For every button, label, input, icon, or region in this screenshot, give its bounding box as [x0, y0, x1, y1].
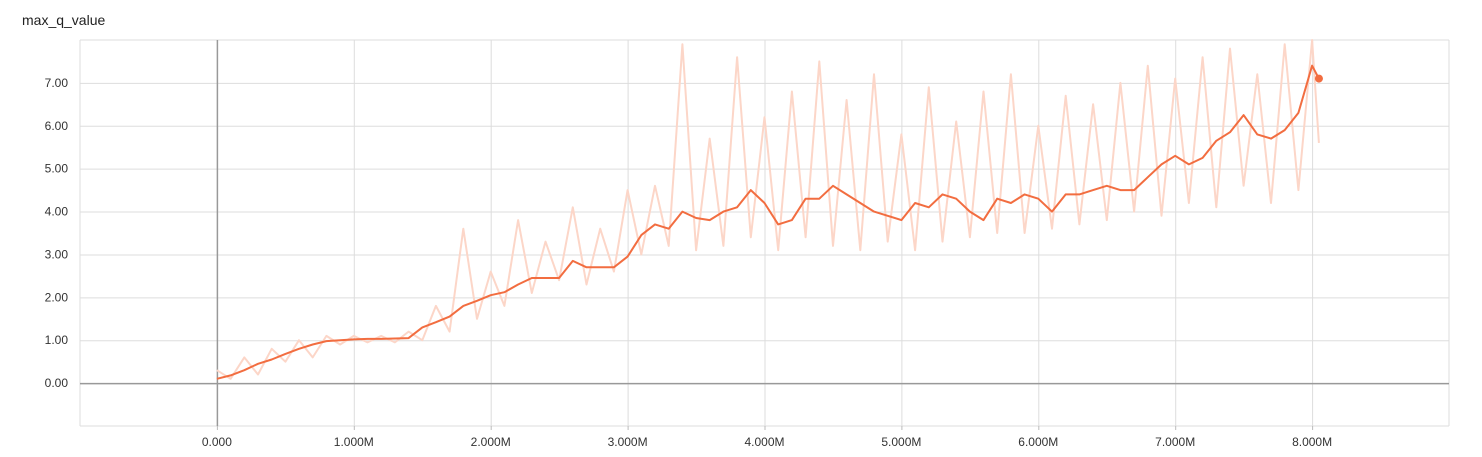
x-tick-label: 7.000M — [1155, 435, 1195, 449]
y-tick-label: 3.00 — [45, 247, 69, 261]
x-tick-label: 5.000M — [881, 435, 921, 449]
y-tick-label: 5.00 — [45, 162, 69, 176]
y-tick-label: 1.00 — [45, 333, 69, 347]
x-tick-label: 3.000M — [608, 435, 648, 449]
x-tick-label: 1.000M — [334, 435, 374, 449]
y-tick-labels: 0.00 1.00 2.00 3.00 4.00 5.00 6.00 7.00 — [45, 76, 69, 390]
y-tick-label: 0.00 — [45, 376, 69, 390]
x-tick-label: 4.000M — [744, 435, 784, 449]
y-tick-label: 4.00 — [45, 205, 69, 219]
y-tick-label: 2.00 — [45, 290, 69, 304]
x-tick-label: 0.000 — [202, 435, 232, 449]
x-tick-labels: 0.000 1.000M 2.000M 3.000M 4.000M 5.000M 6.000… — [202, 435, 1332, 449]
y-tick-label: 6.00 — [45, 119, 69, 133]
smoothed-series-line — [217, 66, 1319, 379]
x-tick-label: 2.000M — [471, 435, 511, 449]
x-tick-label: 8.000M — [1292, 435, 1332, 449]
gridlines — [80, 40, 1449, 430]
smoothed-series — [217, 66, 1323, 379]
last-point-marker — [1315, 75, 1323, 83]
x-tick-label: 6.000M — [1018, 435, 1058, 449]
y-tick-label: 7.00 — [45, 76, 69, 90]
